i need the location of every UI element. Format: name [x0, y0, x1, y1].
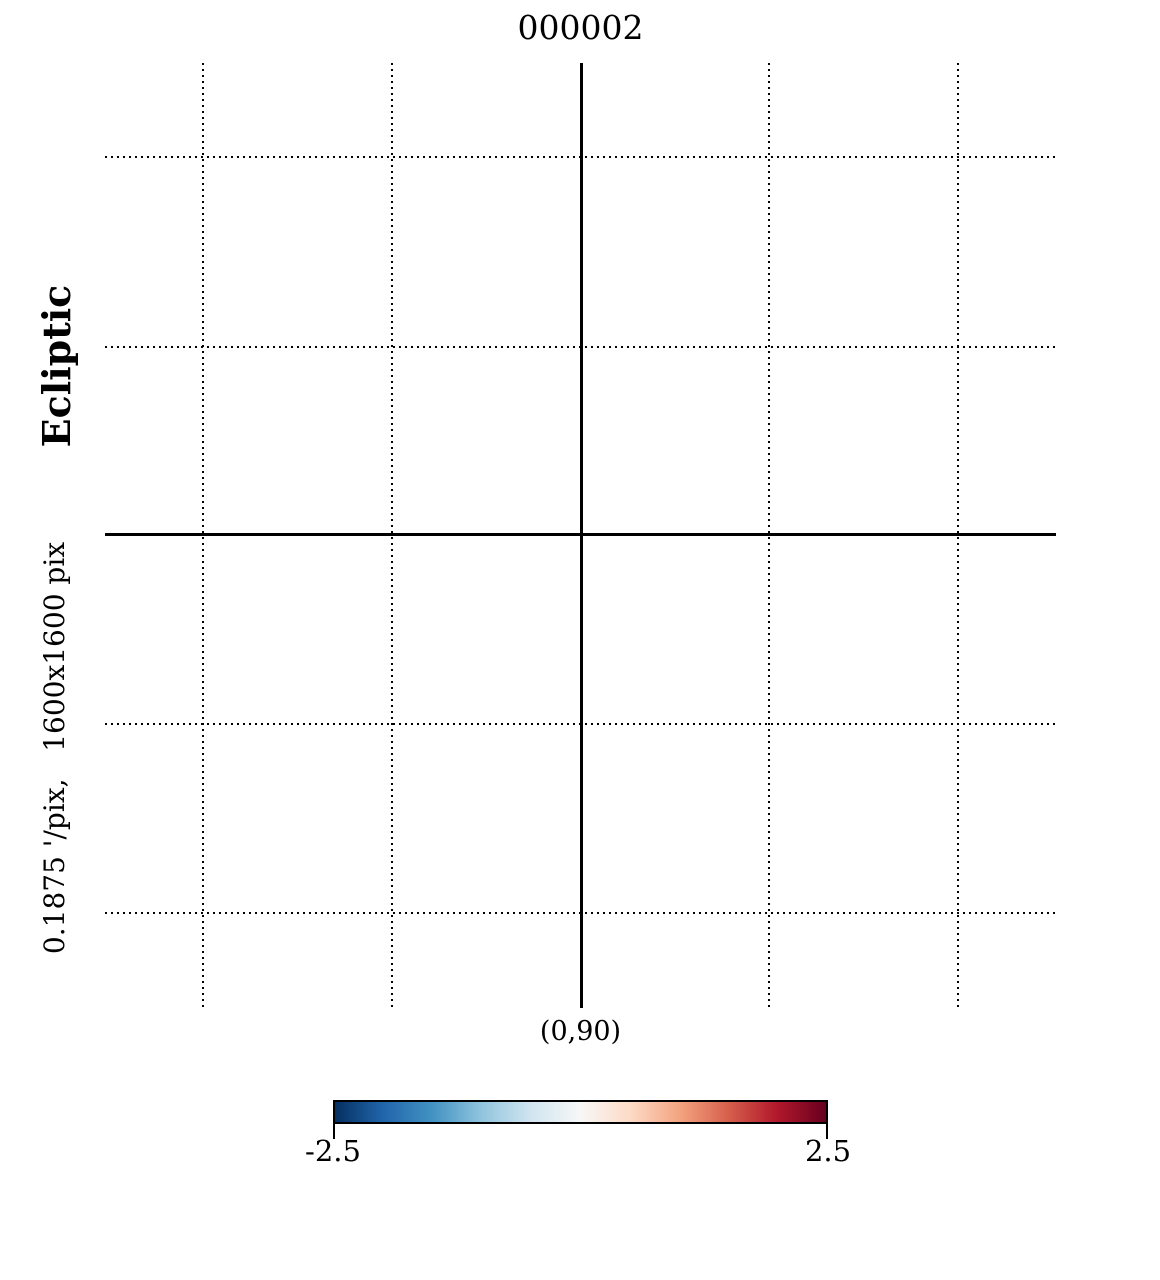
map-center-label: (0,90) — [539, 1016, 622, 1047]
colorbar-tick-min — [333, 1124, 335, 1139]
colorbar-min-label: -2.5 — [305, 1134, 361, 1168]
colorbar-gradient — [335, 1102, 826, 1122]
colorbar-tick-max — [826, 1124, 828, 1139]
colorbar — [333, 1100, 828, 1139]
resolution-label: 0.1875 '/pix, 1600x1600 pix — [38, 541, 71, 955]
sky-map-canvas — [105, 63, 1056, 1008]
colorbar-max-label: 2.5 — [804, 1134, 852, 1168]
plot-title: 000002 — [517, 8, 644, 47]
map-panel — [105, 63, 1056, 1008]
